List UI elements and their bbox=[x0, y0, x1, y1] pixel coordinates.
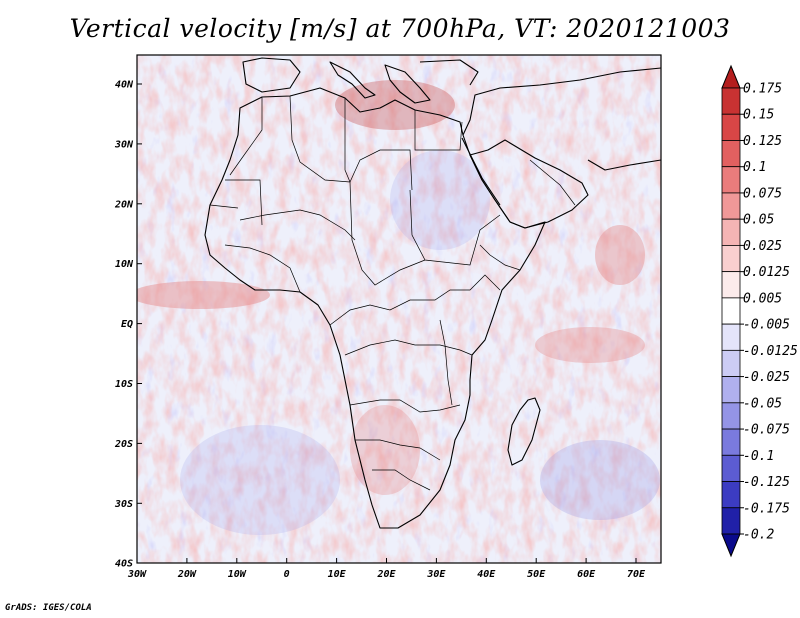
lat-label: 30N bbox=[114, 139, 134, 150]
colorbar-label: 0.05 bbox=[743, 213, 774, 228]
colorbar-swatch bbox=[721, 113, 741, 141]
chart-title: Vertical velocity [m/s] at 700hPa, VT: 2… bbox=[69, 14, 731, 43]
colorbar-label: 0.125 bbox=[743, 134, 782, 149]
colorbar-label: -0.025 bbox=[743, 370, 790, 385]
colorbar-swatch bbox=[721, 271, 741, 299]
colorbar-label: -0.175 bbox=[743, 501, 790, 516]
lon-label: 10W bbox=[228, 569, 247, 580]
colorbar-swatch bbox=[721, 192, 741, 220]
lat-label: EQ bbox=[121, 319, 133, 330]
lat-label: 20N bbox=[114, 199, 134, 210]
colorbar-label: 0.025 bbox=[743, 239, 782, 254]
colorbar-swatch bbox=[721, 218, 741, 246]
lat-label: 30S bbox=[114, 499, 133, 510]
map-frame bbox=[136, 54, 662, 564]
lon-label: 30W bbox=[127, 569, 147, 580]
longitude-axis: 30W 20W 10W 0 10E 20E 30E 40E 50E 60E 70E bbox=[127, 558, 646, 580]
lon-label: 20E bbox=[376, 569, 396, 580]
colorbar-swatch bbox=[721, 428, 741, 456]
lat-label: 10S bbox=[115, 379, 133, 390]
colorbar-swatch bbox=[721, 87, 741, 115]
colorbar-swatch bbox=[721, 454, 741, 482]
colorbar-swatch bbox=[721, 349, 741, 377]
colorbar-bottom-arrow bbox=[721, 533, 741, 558]
colorbar-swatch bbox=[721, 245, 741, 273]
colorbar-label: -0.125 bbox=[743, 475, 790, 490]
lon-label: 30E bbox=[426, 569, 446, 580]
lon-label: 50E bbox=[527, 569, 546, 580]
lon-label: 20W bbox=[177, 569, 197, 580]
colorbar-label: 0.0125 bbox=[743, 265, 790, 280]
colorbar: 0.175 0.15 0.125 0.1 0.075 0.05 0.025 0.0125 0.0… bbox=[721, 64, 798, 558]
colorbar-label: -0.2 bbox=[743, 528, 774, 543]
colorbar-label: -0.075 bbox=[743, 423, 790, 438]
colorbar-swatch bbox=[721, 376, 741, 404]
colorbar-swatch bbox=[721, 402, 741, 430]
lat-label: 40S bbox=[115, 559, 133, 570]
latitude-axis: 40N 30N 20N 10N EQ 10S 20S 30S 40S bbox=[114, 80, 142, 570]
velocity-field bbox=[137, 55, 661, 563]
lat-label: 10N bbox=[115, 259, 134, 270]
colorbar-label: -0.05 bbox=[743, 396, 782, 411]
colorbar-label: 0.175 bbox=[743, 82, 782, 97]
colorbar-top-arrow bbox=[721, 64, 741, 89]
colorbar-swatch bbox=[721, 323, 741, 351]
country-borders bbox=[209, 95, 576, 491]
colorbar-swatch bbox=[721, 166, 741, 194]
colorbar-swatch bbox=[721, 140, 741, 168]
lon-label: 70E bbox=[627, 569, 646, 580]
lon-label: 0 bbox=[284, 569, 290, 580]
lat-label: 20S bbox=[114, 439, 133, 450]
colorbar-label: -0.0125 bbox=[743, 344, 798, 359]
grads-credit: GrADS: IGES/COLA bbox=[5, 603, 92, 613]
lon-label: 10E bbox=[328, 569, 347, 580]
colorbar-swatch bbox=[721, 481, 741, 509]
colorbar-label: -0.005 bbox=[743, 318, 790, 333]
colorbar-label: 0.1 bbox=[743, 160, 766, 175]
colorbar-label: 0.075 bbox=[743, 186, 782, 201]
colorbar-swatch bbox=[721, 297, 741, 325]
colorbar-label: 0.005 bbox=[743, 291, 782, 306]
colorbar-label: 0.15 bbox=[743, 108, 774, 123]
lon-label: 60E bbox=[577, 569, 596, 580]
lon-label: 40E bbox=[477, 569, 496, 580]
coastlines bbox=[204, 57, 661, 529]
colorbar-swatch bbox=[721, 507, 741, 535]
colorbar-label: -0.1 bbox=[743, 449, 774, 464]
lat-label: 40N bbox=[115, 80, 134, 91]
